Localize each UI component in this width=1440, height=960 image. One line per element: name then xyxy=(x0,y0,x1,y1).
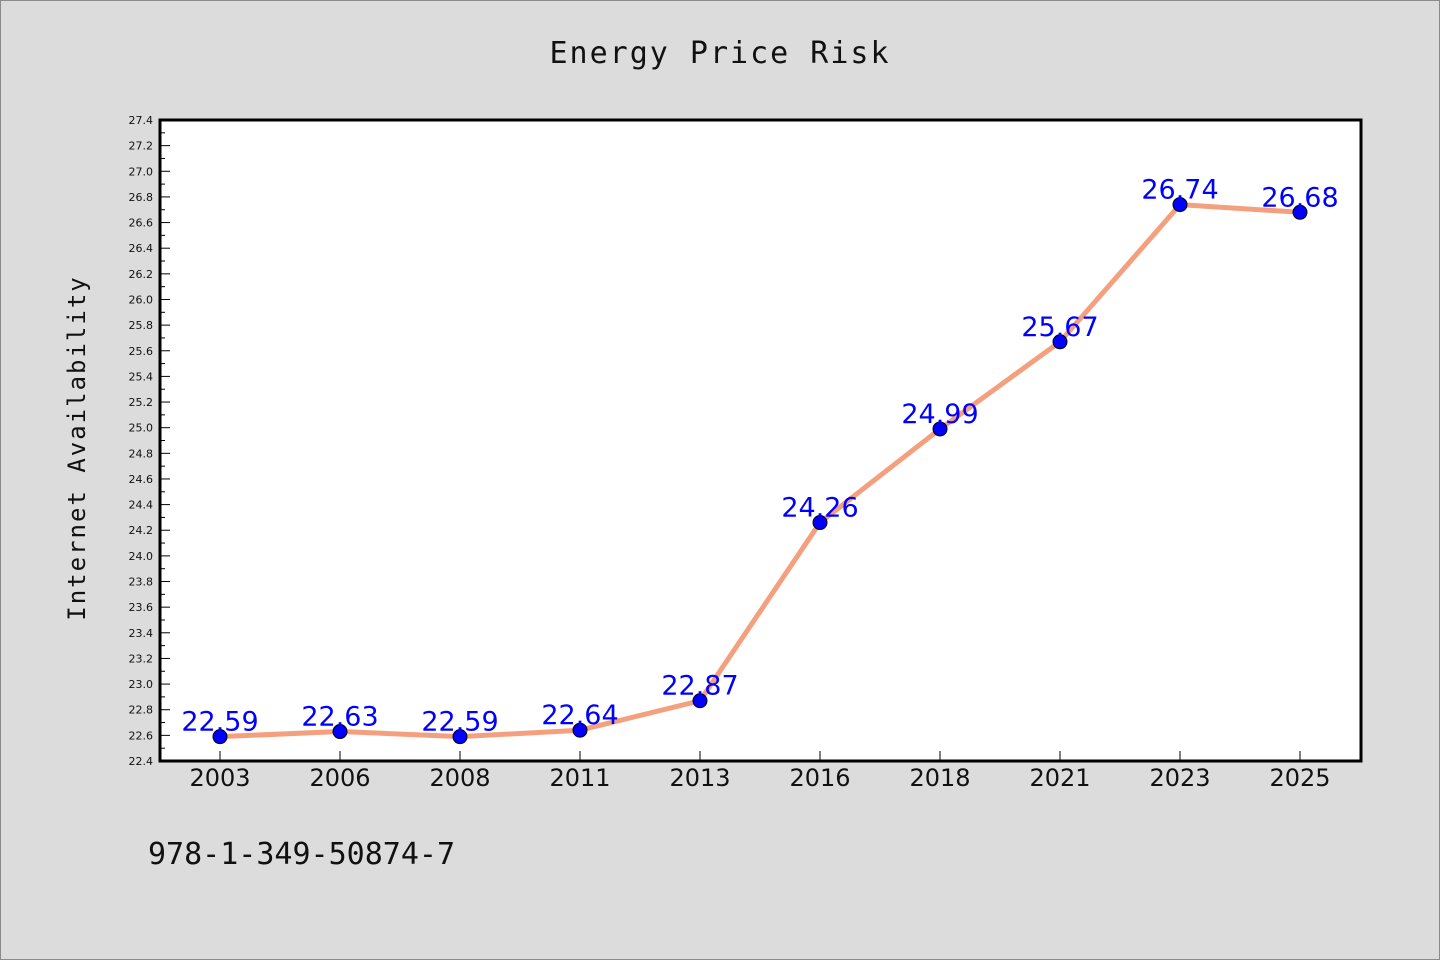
y-tick-label: 22.8 xyxy=(129,704,154,717)
data-label: 22.59 xyxy=(181,707,258,738)
y-tick-label: 26.6 xyxy=(129,217,154,230)
data-point-marker xyxy=(932,421,948,437)
series-line xyxy=(217,202,1303,740)
y-tick-label: 27.2 xyxy=(129,140,154,153)
y-tick-label: 26.4 xyxy=(129,242,154,255)
x-tick-label: 2011 xyxy=(549,764,610,792)
series-line-group xyxy=(217,202,1303,740)
x-tick-label: 2006 xyxy=(309,764,370,792)
y-tick-label: 23.8 xyxy=(129,576,154,589)
x-tick-label: 2008 xyxy=(429,764,490,792)
data-label: 26.68 xyxy=(1261,182,1338,213)
data-label: 25.67 xyxy=(1021,312,1098,343)
y-tick-label: 24.4 xyxy=(129,499,154,512)
x-tick-label: 2016 xyxy=(789,764,850,792)
data-label: 22.63 xyxy=(301,702,378,733)
data-label: 22.64 xyxy=(541,700,618,731)
y-tick-label: 27.0 xyxy=(129,165,154,178)
data-point-marker xyxy=(1172,197,1188,213)
y-tick-label: 25.2 xyxy=(129,396,154,409)
x-tick-label: 2023 xyxy=(1149,764,1210,792)
x-tick-label: 2018 xyxy=(909,764,970,792)
y-tick-label: 23.6 xyxy=(129,601,154,614)
y-tick-label: 24.8 xyxy=(129,447,154,460)
x-tick-label: 2003 xyxy=(189,764,250,792)
data-label: 22.87 xyxy=(661,671,738,702)
data-label: 26.74 xyxy=(1141,175,1218,206)
plot-area xyxy=(158,118,1363,763)
y-tick-label: 24.2 xyxy=(129,524,154,537)
y-tick-label: 22.6 xyxy=(129,729,154,742)
data-point-marker xyxy=(572,722,588,738)
y-tick-label: 27.4 xyxy=(129,114,154,127)
y-tick-label: 26.0 xyxy=(129,293,154,306)
data-label: 24.99 xyxy=(901,399,978,430)
data-point-marker xyxy=(1052,334,1068,350)
y-tick-label: 25.6 xyxy=(129,345,154,358)
x-axis: 2003 2006 2008 2011 2013 2016 2018 2021 2023 2025 xyxy=(189,751,1331,792)
data-label: 24.26 xyxy=(781,493,858,524)
y-tick-label: 25.4 xyxy=(129,370,154,383)
data-point-marker xyxy=(1292,204,1308,220)
data-point-marker xyxy=(212,729,228,745)
y-axis-label: Internet Availability xyxy=(63,275,91,620)
y-tick-label: 25.8 xyxy=(129,319,154,332)
data-point-marker xyxy=(692,693,708,709)
y-tick-label: 23.0 xyxy=(129,678,154,691)
data-point-marker xyxy=(452,729,468,745)
y-tick-label: 26.2 xyxy=(129,268,154,281)
y-tick-label: 22.4 xyxy=(129,755,154,768)
y-tick-label: 26.8 xyxy=(129,191,154,204)
x-tick-label: 2021 xyxy=(1029,764,1090,792)
data-labels-group: 22.59 22.63 22.59 22.64 22.87 24.26 24.99 25.67… xyxy=(181,175,1338,738)
y-tick-label: 23.2 xyxy=(129,652,154,665)
x-tick-label: 2025 xyxy=(1269,764,1330,792)
y-tick-label: 23.4 xyxy=(129,627,154,640)
y-axis: 22.4 22.6 22.8 23.0 23.2 23.4 23.6 23.8 24.0 24.2… xyxy=(129,114,170,768)
footer-text: 978-1-349-50874-7 xyxy=(148,837,455,872)
y-tick-label: 24.6 xyxy=(129,473,154,486)
y-tick-label: 25.0 xyxy=(129,422,154,435)
x-tick-label: 2013 xyxy=(669,764,730,792)
chart-title: Energy Price Risk xyxy=(549,36,890,71)
markers-group xyxy=(212,197,1308,745)
y-tick-label: 24.0 xyxy=(129,550,154,563)
data-point-marker xyxy=(812,515,828,531)
data-label: 22.59 xyxy=(421,707,498,738)
data-point-marker xyxy=(332,724,348,740)
